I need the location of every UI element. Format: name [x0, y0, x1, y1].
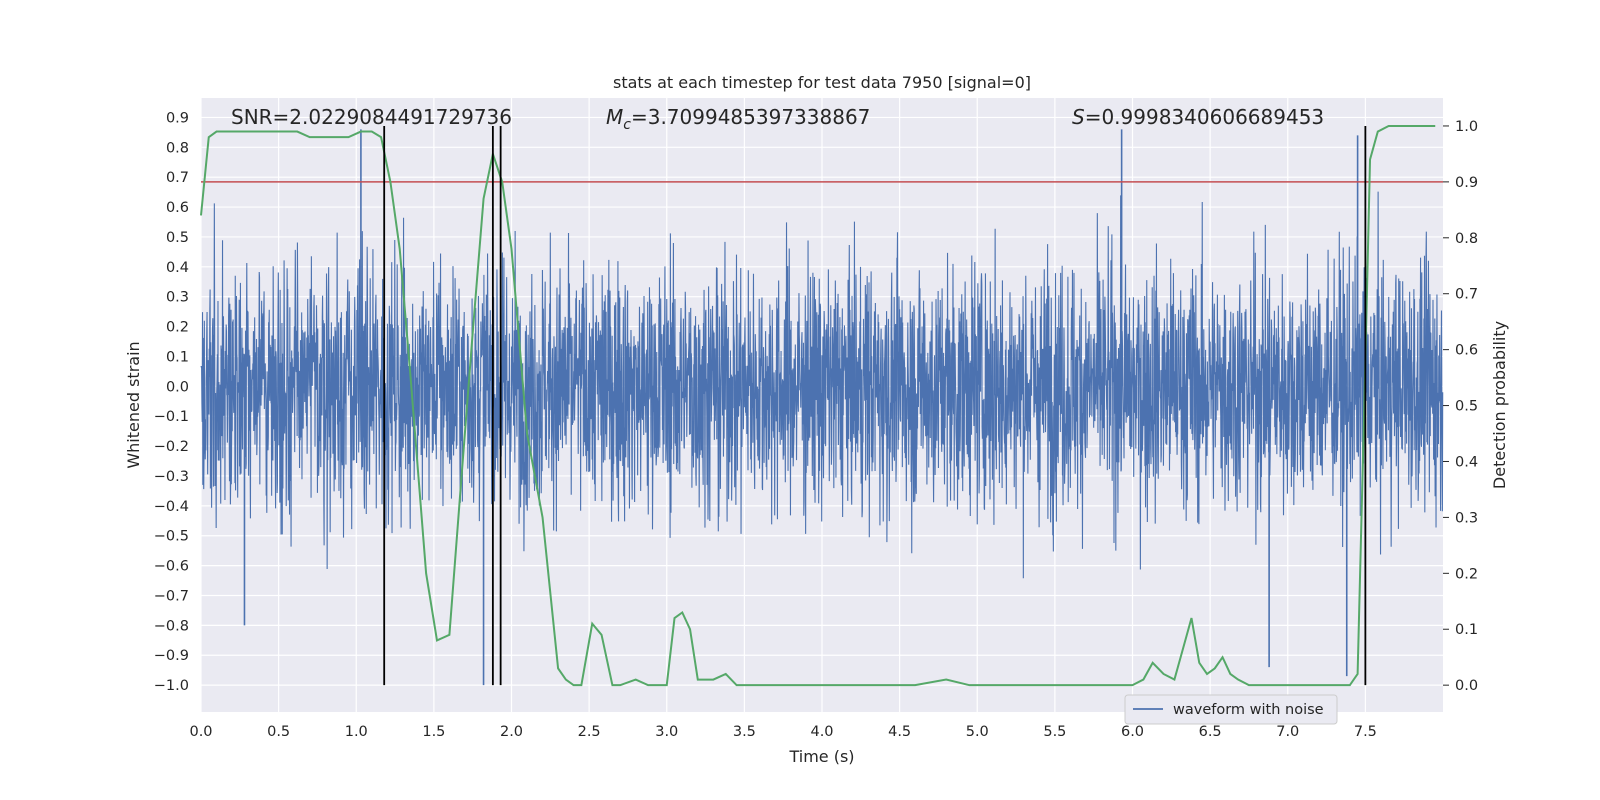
strain-series [200, 129, 1444, 686]
score-symbol: S [1072, 105, 1085, 129]
y-right-tick-label: 0.8 [1455, 231, 1478, 247]
y-left-tick-label: 0.0 [166, 379, 189, 395]
y-right-tick-label: 0.0 [1455, 678, 1478, 694]
y-right-tick-label: 1.0 [1455, 119, 1478, 135]
y-left-tick-label: −0.7 [154, 588, 189, 604]
chart-title: stats at each timestep for test data 795… [613, 73, 1031, 92]
x-tick-label: 3.0 [655, 724, 678, 740]
x-tick-label: 3.5 [733, 724, 756, 740]
y-right-tick-label: 0.3 [1455, 510, 1478, 526]
x-tick-label: 4.5 [888, 724, 911, 740]
score-annotation: S=0.9998340606689453 [1072, 105, 1324, 129]
x-tick-label: 0.5 [267, 724, 290, 740]
x-tick-label: 4.0 [810, 724, 833, 740]
y-right-tick-label: 0.7 [1455, 287, 1478, 303]
y-left-tick-label: 0.7 [166, 170, 189, 186]
legend: waveform with noise [1124, 694, 1338, 725]
y-left-tick-label: −0.9 [154, 648, 189, 664]
x-tick-label: 1.0 [345, 724, 368, 740]
snr-annotation: SNR=2.0229084491729736 [231, 105, 512, 129]
x-tick-label: 2.0 [500, 724, 523, 740]
strain-trace [200, 191, 1444, 579]
chirp-mass-symbol: M [606, 105, 623, 129]
chirp-mass-value: =3.7099485397338867 [631, 105, 870, 129]
y-left-tick-label: 0.9 [166, 110, 189, 126]
probability-series [200, 124, 1436, 687]
chirp-mass-annotation: Mc=3.7099485397338867 [606, 105, 870, 133]
chirp-mass-subscript: c [623, 117, 631, 133]
y-left-tick-label: −0.2 [154, 439, 189, 455]
detection-markers [383, 125, 1367, 686]
y-left-tick-label: −0.1 [154, 409, 189, 425]
x-tick-label: 7.5 [1354, 724, 1377, 740]
y-left-tick-label: −0.6 [154, 559, 189, 575]
y-left-tick-label: −0.8 [154, 618, 189, 634]
x-tick-label: 7.0 [1276, 724, 1299, 740]
x-axis-ticks: 0.0 0.5 1.0 1.5 2.0 2.5 3.0 3.5 4.0 4.5 5.0 5.5 6.0 6… [189, 724, 1376, 740]
y-left-tick-label: −0.3 [154, 469, 189, 485]
y-left-tick-label: 0.3 [166, 290, 189, 306]
score-value: =0.9998340606689453 [1085, 105, 1324, 129]
y-left-tick-label: 0.4 [166, 260, 189, 276]
x-tick-label: 0.0 [189, 724, 212, 740]
x-tick-label: 2.5 [578, 724, 601, 740]
legend-label: waveform with noise [1173, 702, 1324, 718]
y-right-tick-label: 0.5 [1455, 399, 1478, 415]
y-right-tick-label: 0.6 [1455, 343, 1478, 359]
y-left-tick-label: 0.1 [166, 349, 189, 365]
y-left-tick-label: 0.2 [166, 320, 189, 336]
y-right-axis-label: Detection probability [1490, 321, 1509, 489]
y-right-tick-label: 0.4 [1455, 454, 1478, 470]
x-tick-label: 6.5 [1199, 724, 1222, 740]
y-left-axis-label: Whitened strain [124, 341, 143, 468]
y-right-axis-ticks: 1.0 0.9 0.8 0.7 0.6 0.5 0.4 0.3 0.2 0.1 0.0 [1443, 119, 1478, 694]
y-left-tick-label: −0.5 [154, 529, 189, 545]
y-left-tick-label: −0.4 [154, 499, 189, 515]
y-right-tick-label: 0.1 [1455, 622, 1478, 638]
x-tick-label: 1.5 [422, 724, 445, 740]
x-tick-label: 6.0 [1121, 724, 1144, 740]
y-left-axis-ticks: 0.9 0.8 0.7 0.6 0.5 0.4 0.3 0.2 0.1 0.0 −0.1 −0.2 −0… [154, 110, 189, 694]
y-left-tick-label: 0.6 [166, 200, 189, 216]
y-left-tick-label: 0.5 [166, 230, 189, 246]
x-axis-label: Time (s) [788, 747, 854, 766]
y-left-tick-label: 0.8 [166, 140, 189, 156]
x-tick-label: 5.5 [1043, 724, 1066, 740]
x-tick-label: 5.0 [966, 724, 989, 740]
y-left-tick-label: −1.0 [154, 678, 189, 694]
legend-box [1124, 694, 1338, 725]
y-right-tick-label: 0.2 [1455, 566, 1478, 582]
y-right-tick-label: 0.9 [1455, 175, 1478, 191]
